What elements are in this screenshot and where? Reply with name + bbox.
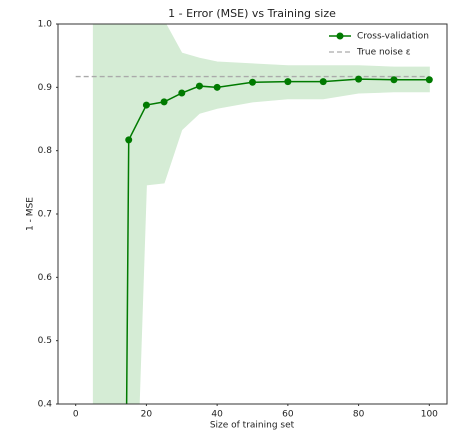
data-line [125,78,430,404]
x-tick-label: 60 [282,410,294,420]
y-tick-label: 1.0 [38,20,53,30]
data-point [249,78,256,86]
plot-area [75,24,433,404]
data-point [425,76,433,84]
y-tick-label: 0.4 [38,400,53,410]
data-point [195,82,203,90]
confidence-band [92,24,430,404]
data-point [390,76,398,84]
legend-label: True noise ε [356,48,411,58]
y-tick-label: 0.6 [38,273,53,283]
legend-label: Cross-validation [357,32,429,42]
data-point [142,101,150,109]
chart-title: 1 - Error (MSE) vs Training size [168,7,336,20]
x-tick-label: 100 [421,410,438,420]
x-tick-label: 20 [141,410,153,420]
y-tick-label: 0.5 [38,336,52,346]
data-point [319,78,327,86]
plot-frame [57,23,448,405]
x-tick-label: 40 [211,410,223,420]
y-tick-label: 0.7 [38,210,52,220]
legend-marker [336,32,344,40]
data-point [213,83,221,91]
data-point [178,89,186,97]
data-point [125,136,133,144]
x-tick-label: 0 [73,410,79,420]
y-tick-label: 0.8 [38,146,53,156]
data-point [284,78,292,86]
y-tick-label: 0.9 [38,83,53,93]
x-axis-label: Size of training set [210,421,295,431]
data-point [160,98,168,106]
y-axis-label: 1 - MSE [26,197,36,231]
x-tick-label: 80 [353,410,365,420]
data-point [355,75,363,83]
